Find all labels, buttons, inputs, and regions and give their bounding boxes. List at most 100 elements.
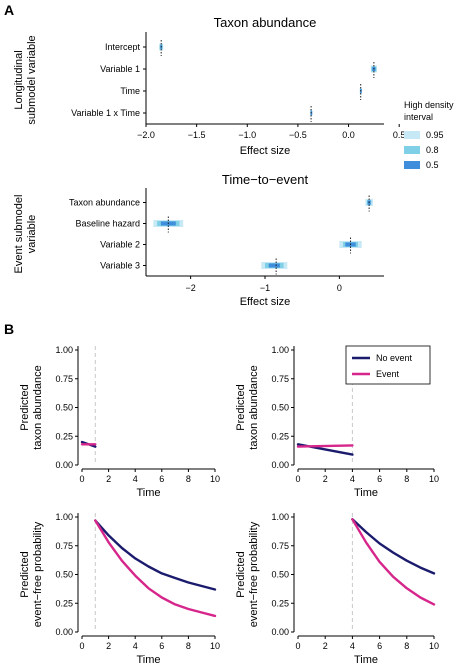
x-tick-label: 4 bbox=[133, 474, 138, 484]
y-axis-label: Predicted bbox=[235, 384, 247, 430]
x-tick-label: 0 bbox=[295, 641, 300, 651]
y-tick-label: 0.25 bbox=[55, 598, 73, 608]
x-tick-label: 0 bbox=[337, 283, 342, 293]
x-tick-label: 8 bbox=[186, 641, 191, 651]
category-label: Intercept bbox=[105, 42, 141, 52]
x-axis-label: Time bbox=[136, 487, 160, 499]
x-tick-label: 8 bbox=[404, 474, 409, 484]
category-label: Variable 2 bbox=[100, 240, 140, 250]
y-axis-label: variable bbox=[26, 215, 38, 254]
legend-box bbox=[345, 345, 431, 385]
y-axis-label: Event submodel bbox=[13, 195, 25, 274]
y-axis-label: taxon abundance bbox=[248, 365, 260, 449]
y-tick-label: 0.50 bbox=[271, 570, 289, 580]
interval-hdi50 bbox=[268, 263, 280, 268]
y-axis-label: Longitudinal bbox=[13, 50, 25, 109]
x-tick-label: 4 bbox=[350, 474, 355, 484]
x-axis-label: Effect size bbox=[240, 145, 291, 157]
x-tick-label: 2 bbox=[106, 474, 111, 484]
legend-label: No event bbox=[376, 353, 413, 363]
legend-swatch bbox=[404, 146, 420, 154]
x-tick-label: −1.5 bbox=[188, 130, 206, 140]
x-tick-label: 6 bbox=[159, 474, 164, 484]
legend-title: High density bbox=[404, 100, 454, 110]
y-tick-label: 0.00 bbox=[55, 460, 73, 470]
legend-label: 0.95 bbox=[426, 130, 444, 140]
y-axis-label: Predicted bbox=[235, 551, 247, 597]
x-tick-label: 6 bbox=[159, 641, 164, 651]
y-tick-label: 0.00 bbox=[271, 627, 289, 637]
y-tick-label: 0.25 bbox=[271, 598, 289, 608]
x-tick-label: −1.0 bbox=[238, 130, 256, 140]
x-tick-label: 0.0 bbox=[342, 130, 355, 140]
category-label: Baseline hazard bbox=[75, 219, 140, 229]
series-line-no-event bbox=[94, 519, 217, 591]
category-label: Time bbox=[120, 86, 140, 96]
x-tick-label: 8 bbox=[186, 474, 191, 484]
x-tick-label: 2 bbox=[106, 641, 111, 651]
y-tick-label: 0.25 bbox=[55, 431, 73, 441]
legend-swatch bbox=[404, 161, 420, 169]
x-tick-label: 0 bbox=[79, 641, 84, 651]
legend-title: interval bbox=[404, 112, 433, 122]
x-tick-label: 2 bbox=[323, 474, 328, 484]
y-tick-label: 0.00 bbox=[55, 627, 73, 637]
chart-layer: Taxon abundance −2.0 −1.5 −1.0 −0.5 0.0 0.5 Eff… bbox=[13, 15, 454, 666]
y-tick-label: 0.25 bbox=[271, 431, 289, 441]
x-tick-label: 10 bbox=[429, 474, 439, 484]
panel-letter-b: B bbox=[4, 321, 14, 337]
x-tick-label: −1 bbox=[260, 283, 270, 293]
x-tick-label: −2.0 bbox=[137, 130, 155, 140]
x-tick-label: 10 bbox=[429, 641, 439, 651]
y-tick-label: 0.75 bbox=[55, 541, 73, 551]
x-axis-label: Time bbox=[354, 487, 378, 499]
y-axis-label: event−free probability bbox=[32, 521, 44, 627]
y-tick-label: 1.00 bbox=[55, 345, 73, 355]
y-tick-label: 1.00 bbox=[271, 512, 289, 522]
category-label: Variable 1 x Time bbox=[71, 108, 140, 118]
series-line-event bbox=[351, 518, 436, 606]
x-tick-label: 4 bbox=[350, 641, 355, 651]
y-axis-label: taxon abundance bbox=[32, 365, 44, 449]
x-tick-label: 6 bbox=[377, 641, 382, 651]
x-axis-label: Time bbox=[136, 654, 160, 666]
legend-swatch bbox=[404, 131, 420, 139]
y-tick-label: 0.50 bbox=[271, 403, 289, 413]
y-axis-label: event−free probability bbox=[248, 521, 260, 627]
x-tick-label: 4 bbox=[133, 641, 138, 651]
x-tick-label: 10 bbox=[210, 641, 220, 651]
y-tick-label: 0.75 bbox=[271, 374, 289, 384]
y-axis-label: Predicted bbox=[19, 384, 31, 430]
x-tick-label: 0 bbox=[79, 474, 84, 484]
x-tick-label: 2 bbox=[323, 641, 328, 651]
x-tick-label: 10 bbox=[210, 474, 220, 484]
category-label: Variable 1 bbox=[100, 64, 140, 74]
y-tick-label: 1.00 bbox=[271, 345, 289, 355]
legend-label: Event bbox=[376, 369, 400, 379]
x-tick-label: 0 bbox=[295, 474, 300, 484]
series-line-no-event bbox=[351, 518, 436, 575]
y-tick-label: 0.50 bbox=[55, 403, 73, 413]
chart-title: Taxon abundance bbox=[214, 15, 317, 30]
y-axis-label: Predicted bbox=[19, 551, 31, 597]
category-label: Variable 3 bbox=[100, 261, 140, 271]
y-tick-label: 0.75 bbox=[55, 374, 73, 384]
y-tick-label: 1.00 bbox=[55, 512, 73, 522]
x-tick-label: −2 bbox=[185, 283, 195, 293]
panel-letter-a: A bbox=[4, 2, 14, 18]
x-axis-label: Effect size bbox=[240, 296, 291, 308]
x-axis-label: Time bbox=[354, 654, 378, 666]
x-tick-label: 6 bbox=[377, 474, 382, 484]
y-axis-label: submodel variable bbox=[26, 35, 38, 124]
x-tick-label: 8 bbox=[404, 641, 409, 651]
y-tick-label: 0.50 bbox=[55, 570, 73, 580]
y-tick-label: 0.75 bbox=[271, 541, 289, 551]
legend-label: 0.5 bbox=[426, 160, 439, 170]
x-tick-label: 0.5 bbox=[393, 130, 406, 140]
y-tick-label: 0.00 bbox=[271, 460, 289, 470]
series-line-event bbox=[296, 444, 354, 448]
series-line-event bbox=[94, 519, 217, 618]
category-label: Taxon abundance bbox=[69, 198, 140, 208]
legend-label: 0.8 bbox=[426, 145, 439, 155]
